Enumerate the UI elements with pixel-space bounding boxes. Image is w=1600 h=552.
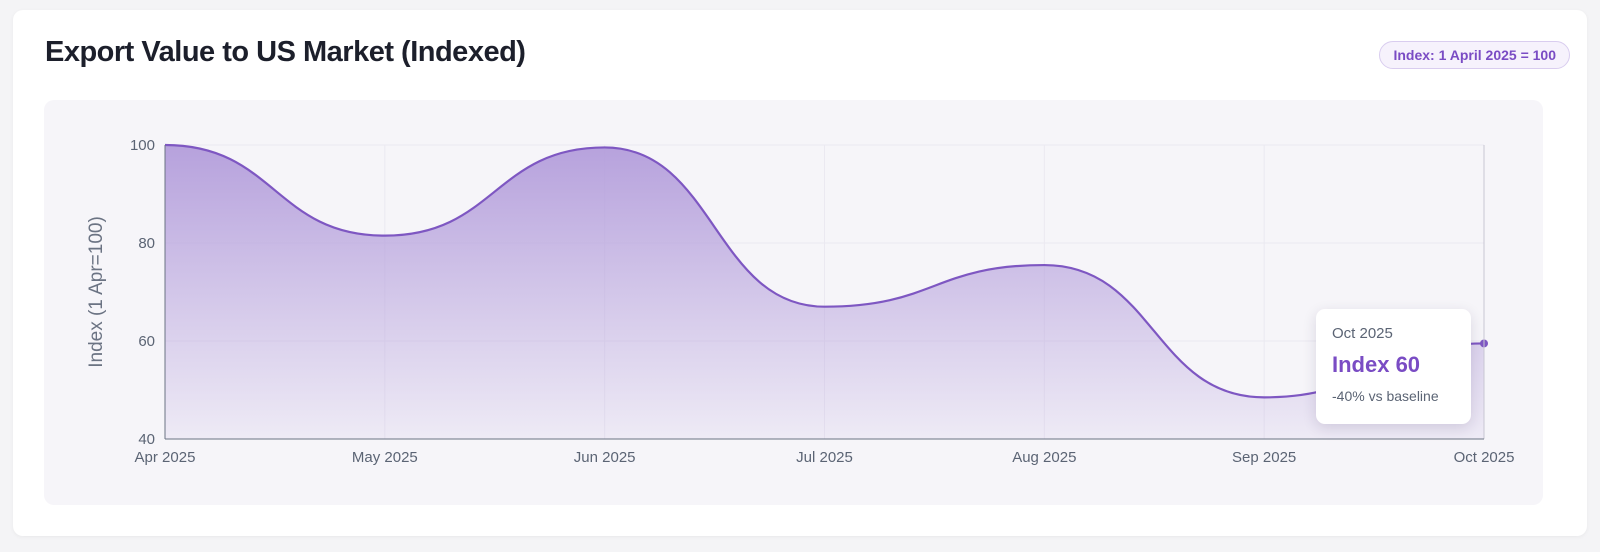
y-tick-label: 80 (138, 235, 155, 252)
x-tick-label: Sep 2025 (1232, 449, 1296, 466)
y-tick-label: 60 (138, 333, 155, 350)
chart-card: Export Value to US Market (Indexed) Inde… (13, 10, 1587, 536)
x-tick-label: Oct 2025 (1454, 449, 1515, 466)
tooltip-delta: -40% vs baseline (1332, 388, 1439, 404)
series-line (164, 143, 1485, 399)
plot-area: 40 60 80 100 Apr 2025 May 2025 Jun 2025 Jul 202… (44, 100, 1543, 505)
x-tick-label: Aug 2025 (1012, 449, 1076, 466)
area-fill (165, 145, 1484, 439)
x-tick-label: May 2025 (352, 449, 418, 466)
area-chart: 40 60 80 100 Apr 2025 May 2025 Jun 2025 Jul 202… (86, 137, 1514, 466)
axes (164, 145, 1485, 440)
x-tick-label: Jun 2025 (574, 449, 636, 466)
tooltip-date: Oct 2025 (1332, 325, 1393, 342)
y-tick-label: 40 (138, 431, 155, 448)
tick-labels: 40 60 80 100 Apr 2025 May 2025 Jun 2025 Jul 202… (86, 137, 1514, 466)
data-tooltip: Oct 2025 Index 60 -40% vs baseline (1316, 309, 1471, 424)
tooltip-value: Index 60 (1332, 352, 1421, 377)
y-axis-title: Index (1 Apr=100) (86, 216, 107, 368)
area-series (164, 143, 1488, 439)
y-tick-label: 100 (130, 137, 155, 154)
x-tick-label: Jul 2025 (796, 449, 853, 466)
index-baseline-badge: Index: 1 April 2025 = 100 (1379, 41, 1570, 69)
x-tick-label: Apr 2025 (135, 449, 196, 466)
chart-title: Export Value to US Market (Indexed) (45, 36, 526, 68)
